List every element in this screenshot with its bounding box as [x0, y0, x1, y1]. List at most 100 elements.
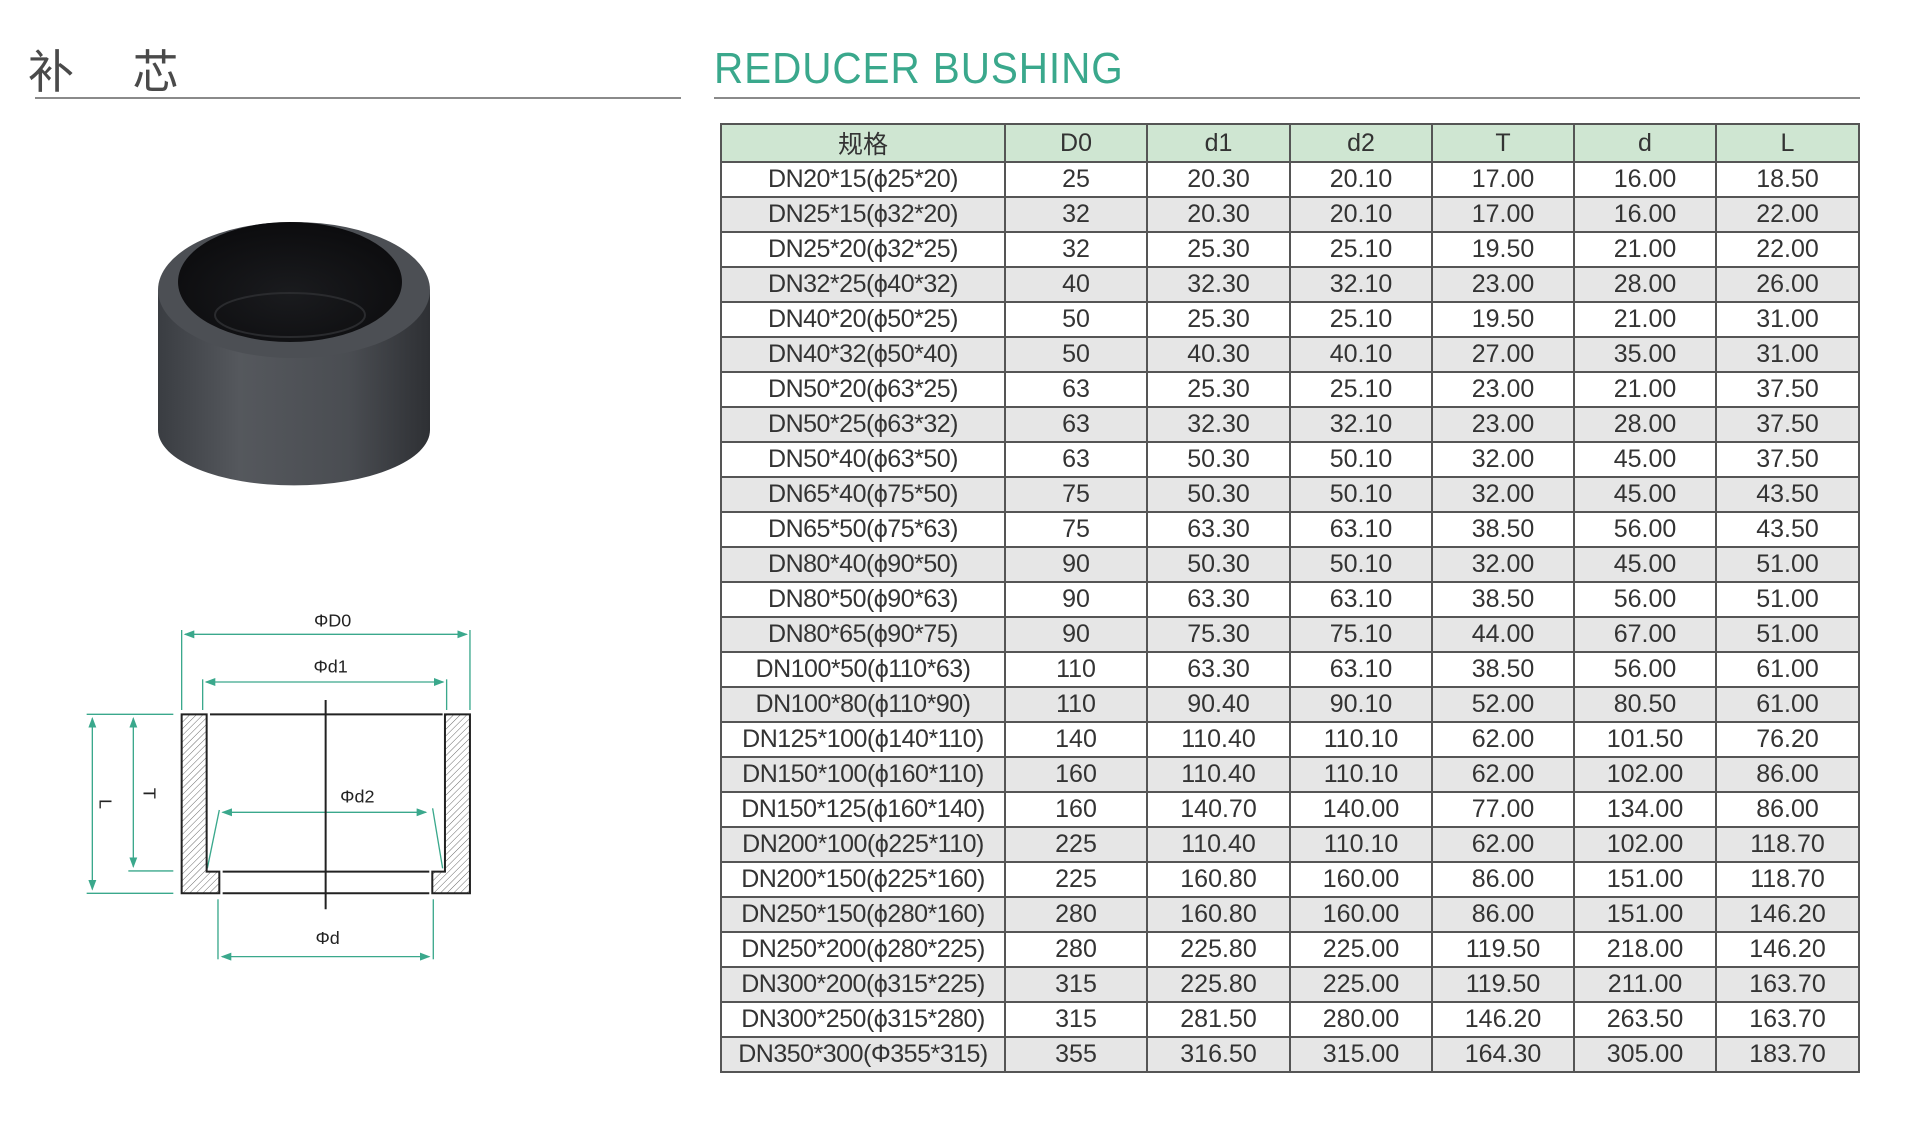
title-divider-right [714, 97, 1860, 99]
spec-cell: DN50*25(ϕ63*32) [720, 406, 1006, 443]
value-cell: 31.00 [1715, 301, 1860, 338]
value-cell: 86.00 [1715, 756, 1860, 793]
value-cell: 19.50 [1431, 231, 1575, 268]
spec-cell: DN350*300(Φ355*315) [720, 1036, 1006, 1073]
value-cell: 146.20 [1431, 1001, 1575, 1038]
value-cell: 40.30 [1146, 336, 1291, 373]
value-cell: 21.00 [1573, 231, 1717, 268]
value-cell: 23.00 [1431, 266, 1575, 303]
spec-cell: DN300*250(ϕ315*280) [720, 1001, 1006, 1038]
value-cell: 225.80 [1146, 931, 1291, 968]
table-row: DN20*15(ϕ25*20) 25 20.30 20.10 17.00 16.00 18.… [720, 161, 1860, 198]
value-cell: 280.00 [1289, 1001, 1433, 1038]
value-cell: 21.00 [1573, 371, 1717, 408]
value-cell: 37.50 [1715, 371, 1860, 408]
column-header: d [1573, 123, 1717, 163]
table-row: DN300*250(ϕ315*280) 315 281.50 280.00 146.20… [720, 1001, 1860, 1038]
spec-cell: DN250*200(ϕ280*225) [720, 931, 1006, 968]
column-header: d2 [1289, 123, 1433, 163]
value-cell: 40.10 [1289, 336, 1433, 373]
table-row: DN100*50(ϕ110*63) 110 63.30 63.10 38.50 56.00… [720, 651, 1860, 688]
value-cell: 110.10 [1289, 756, 1433, 793]
table-row: DN50*20(ϕ63*25) 63 25.30 25.10 23.00 21.00 37.… [720, 371, 1860, 408]
value-cell: 63 [1004, 371, 1148, 408]
column-header: D0 [1004, 123, 1148, 163]
value-cell: 31.00 [1715, 336, 1860, 373]
value-cell: 110 [1004, 686, 1148, 723]
value-cell: 110.10 [1289, 826, 1433, 863]
value-cell: 86.00 [1715, 791, 1860, 828]
value-cell: 316.50 [1146, 1036, 1291, 1073]
table-row: DN25*15(ϕ32*20) 32 20.30 20.10 17.00 16.00 22.… [720, 196, 1860, 233]
value-cell: 25.30 [1146, 371, 1291, 408]
label-d0: ΦD0 [314, 611, 351, 631]
value-cell: 160.00 [1289, 861, 1433, 898]
value-cell: 37.50 [1715, 406, 1860, 443]
value-cell: 281.50 [1146, 1001, 1291, 1038]
value-cell: 50 [1004, 301, 1148, 338]
value-cell: 75 [1004, 511, 1148, 548]
value-cell: 23.00 [1431, 406, 1575, 443]
table-row: DN80*65(ϕ90*75) 90 75.30 75.10 44.00 67.00 51.… [720, 616, 1860, 653]
value-cell: 315 [1004, 966, 1148, 1003]
value-cell: 140 [1004, 721, 1148, 758]
table-row: DN65*40(ϕ75*50) 75 50.30 50.10 32.00 45.00 43.… [720, 476, 1860, 513]
value-cell: 110.40 [1146, 826, 1291, 863]
title-divider-left [35, 97, 681, 99]
value-cell: 45.00 [1573, 546, 1717, 583]
value-cell: 76.20 [1715, 721, 1860, 758]
spec-cell: DN32*25(ϕ40*32) [720, 266, 1006, 303]
value-cell: 90.10 [1289, 686, 1433, 723]
spec-cell: DN20*15(ϕ25*20) [720, 161, 1006, 198]
spec-cell: DN40*20(ϕ50*25) [720, 301, 1006, 338]
value-cell: 160 [1004, 791, 1148, 828]
value-cell: 25.30 [1146, 301, 1291, 338]
value-cell: 225.00 [1289, 966, 1433, 1003]
value-cell: 225.00 [1289, 931, 1433, 968]
value-cell: 225 [1004, 826, 1148, 863]
page-title-english: REDUCER BUSHING [714, 44, 1124, 93]
column-header: T [1431, 123, 1575, 163]
value-cell: 110 [1004, 651, 1148, 688]
table-row: DN50*25(ϕ63*32) 63 32.30 32.10 23.00 28.00 37.… [720, 406, 1860, 443]
value-cell: 160 [1004, 756, 1148, 793]
spec-cell: DN125*100(ϕ140*110) [720, 721, 1006, 758]
value-cell: 61.00 [1715, 686, 1860, 723]
value-cell: 119.50 [1431, 931, 1575, 968]
value-cell: 63.10 [1289, 511, 1433, 548]
value-cell: 280 [1004, 931, 1148, 968]
value-cell: 146.20 [1715, 896, 1860, 933]
value-cell: 45.00 [1573, 441, 1717, 478]
value-cell: 90.40 [1146, 686, 1291, 723]
label-l: L [95, 799, 115, 809]
value-cell: 183.70 [1715, 1036, 1860, 1073]
value-cell: 32.10 [1289, 406, 1433, 443]
spec-cell: DN80*65(ϕ90*75) [720, 616, 1006, 653]
table-row: DN250*150(ϕ280*160) 280 160.80 160.00 86.00 1… [720, 896, 1860, 933]
value-cell: 160.00 [1289, 896, 1433, 933]
table-row: DN150*100(ϕ160*110) 160 110.40 110.10 62.00 1… [720, 756, 1860, 793]
product-photo [158, 222, 430, 486]
value-cell: 225.80 [1146, 966, 1291, 1003]
column-header: L [1715, 123, 1860, 163]
value-cell: 22.00 [1715, 231, 1860, 268]
table-row: DN125*100(ϕ140*110) 140 110.40 110.10 62.00 1… [720, 721, 1860, 758]
value-cell: 38.50 [1431, 511, 1575, 548]
spec-cell: DN80*40(ϕ90*50) [720, 546, 1006, 583]
value-cell: 20.30 [1146, 161, 1291, 198]
value-cell: 32 [1004, 196, 1148, 233]
value-cell: 62.00 [1431, 721, 1575, 758]
spec-cell: DN100*80(ϕ110*90) [720, 686, 1006, 723]
column-header: 规格 [720, 123, 1006, 163]
value-cell: 77.00 [1431, 791, 1575, 828]
value-cell: 211.00 [1573, 966, 1717, 1003]
table-row: DN50*40(ϕ63*50) 63 50.30 50.10 32.00 45.00 37.… [720, 441, 1860, 478]
value-cell: 67.00 [1573, 616, 1717, 653]
value-cell: 90 [1004, 546, 1148, 583]
value-cell: 315 [1004, 1001, 1148, 1038]
table-row: DN350*300(Φ355*315) 355 316.50 315.00 164.30… [720, 1036, 1860, 1073]
value-cell: 32.10 [1289, 266, 1433, 303]
value-cell: 63 [1004, 441, 1148, 478]
